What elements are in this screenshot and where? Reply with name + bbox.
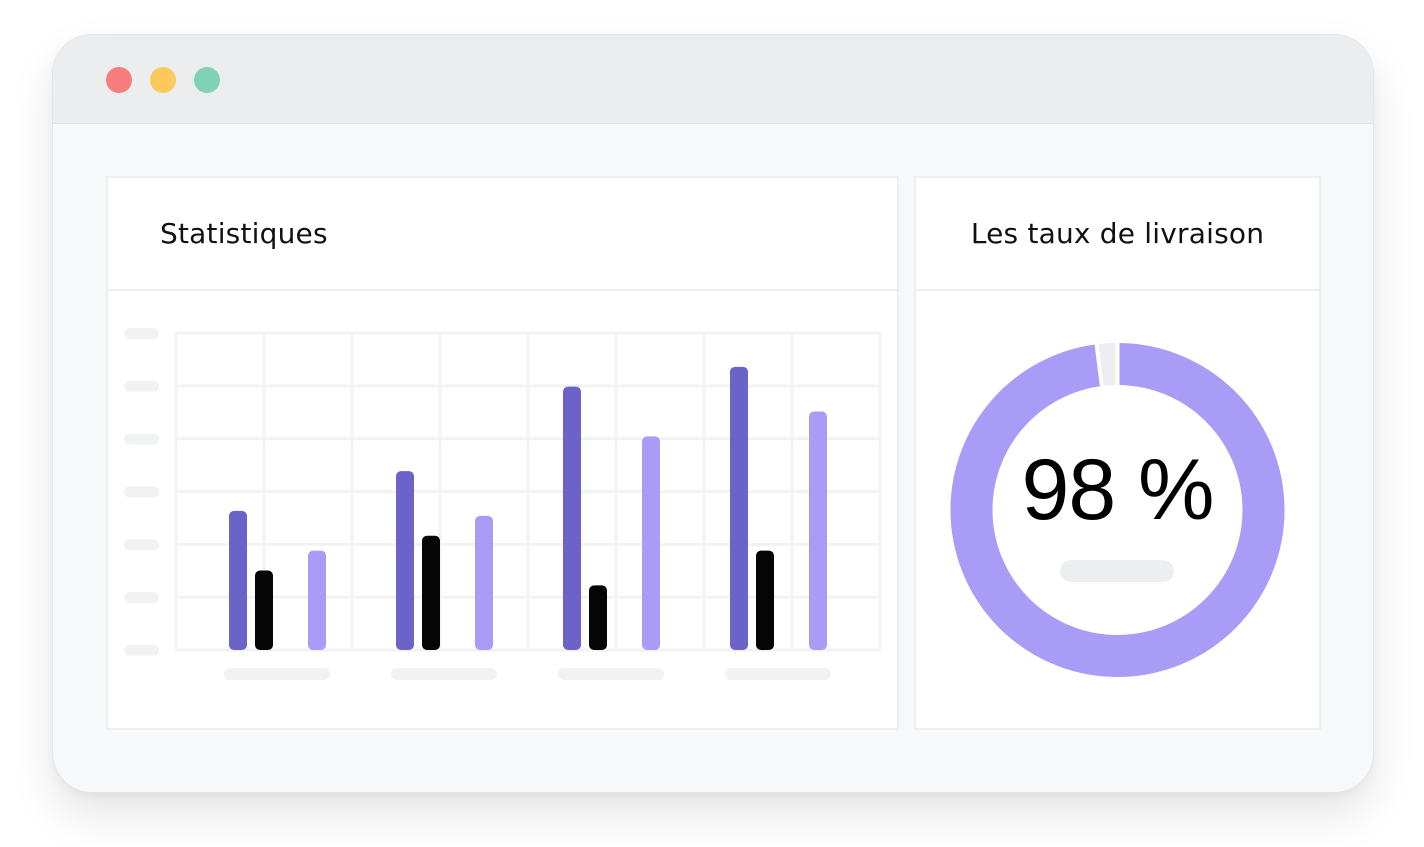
y-tick-placeholder (124, 486, 159, 498)
bar-series2-cat3 (589, 585, 607, 650)
delivery-rate-value: 98 % (1021, 442, 1214, 538)
x-tick-placeholder (725, 668, 831, 680)
app-window: Statistiques Les taux de livraison 98 % (52, 34, 1374, 793)
y-tick-placeholder (124, 328, 159, 339)
x-tick-placeholder (558, 668, 664, 680)
placeholder-caption-bar (1060, 560, 1174, 582)
delivery-rate-panel: Les taux de livraison 98 % (914, 176, 1321, 730)
minimize-button[interactable] (150, 67, 176, 93)
chart-grid (174, 331, 882, 652)
statistics-panel: Statistiques (106, 176, 899, 730)
bar-series3-cat2 (475, 515, 493, 650)
bar-series1-cat4 (730, 366, 748, 650)
bar-series1-cat2 (396, 471, 414, 650)
title-bar (53, 35, 1373, 124)
bar-series3-cat1 (308, 550, 326, 650)
y-tick-placeholder (124, 433, 159, 445)
bar-series1-cat3 (563, 386, 581, 650)
x-tick-placeholder (224, 668, 330, 680)
bar-chart (124, 328, 882, 680)
donut-gap-edge-2 (1094, 344, 1104, 387)
x-tick-placeholder (391, 668, 497, 680)
bar-series2-cat4 (756, 550, 774, 650)
bar-series2-cat2 (422, 535, 440, 650)
panel-title: Les taux de livraison (970, 217, 1265, 250)
close-button[interactable] (106, 67, 132, 93)
bar-series3-cat3 (642, 436, 660, 650)
y-tick-placeholder (124, 380, 159, 392)
panel-title: Statistiques (160, 217, 328, 250)
maximize-button[interactable] (194, 67, 220, 93)
donut-chart (950, 343, 1285, 677)
y-tick-placeholder (124, 592, 159, 603)
y-tick-placeholder (124, 644, 159, 656)
delivery-rate-panel-header: Les taux de livraison (916, 178, 1319, 291)
statistics-panel-header: Statistiques (108, 178, 897, 291)
bar-series2-cat1 (255, 570, 273, 650)
bar-series3-cat4 (809, 411, 827, 650)
y-tick-placeholder (124, 539, 159, 551)
bar-series1-cat1 (229, 510, 247, 650)
